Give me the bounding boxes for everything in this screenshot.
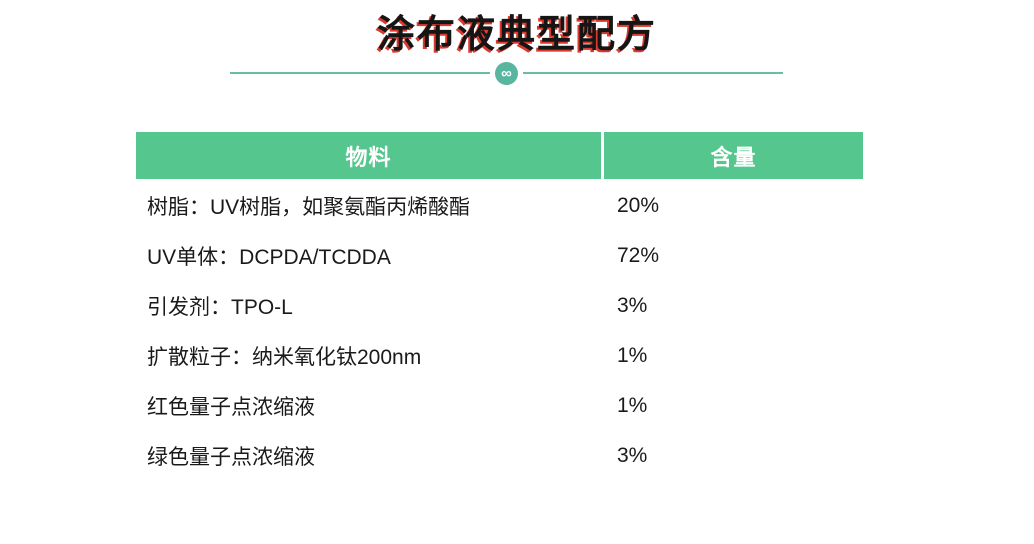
material-cell: 绿色量子点浓缩液 bbox=[147, 445, 315, 469]
infinity-glyph: ∞ bbox=[501, 64, 512, 82]
infinity-icon: ∞ bbox=[495, 61, 518, 85]
formula-table: 物料 含量 树脂：UV树脂，如聚氨酯丙烯酸酯 20% UV单体：DCPDA/TC… bbox=[136, 132, 863, 479]
divider-line-left bbox=[230, 72, 490, 74]
amount-cell: 1% bbox=[617, 393, 648, 417]
page-title: 涂布液典型配方 bbox=[376, 14, 657, 56]
material-cell: 引发剂：TPO-L bbox=[147, 295, 293, 319]
divider-line-right bbox=[523, 72, 783, 74]
column-header-amount: 含量 bbox=[604, 132, 863, 179]
column-header-material: 物料 bbox=[136, 132, 601, 179]
amount-cell: 1% bbox=[617, 343, 648, 367]
amount-cell: 72% bbox=[617, 243, 660, 267]
amount-cell: 3% bbox=[617, 443, 648, 467]
material-cell: 红色量子点浓缩液 bbox=[147, 395, 315, 419]
material-cell: UV单体：DCPDA/TCDDA bbox=[147, 245, 391, 269]
amount-cell: 3% bbox=[617, 293, 648, 317]
title-divider: ∞ bbox=[230, 61, 783, 85]
slide: 涂布液典型配方 ∞ 物料 含量 树脂：UV树脂，如聚氨酯丙烯酸酯 20% UV单… bbox=[0, 13, 1034, 544]
material-cell: 扩散粒子：纳米氧化钛200nm bbox=[147, 345, 422, 369]
amount-cell: 20% bbox=[617, 193, 660, 217]
material-cell: 树脂：UV树脂，如聚氨酯丙烯酸酯 bbox=[147, 195, 471, 219]
